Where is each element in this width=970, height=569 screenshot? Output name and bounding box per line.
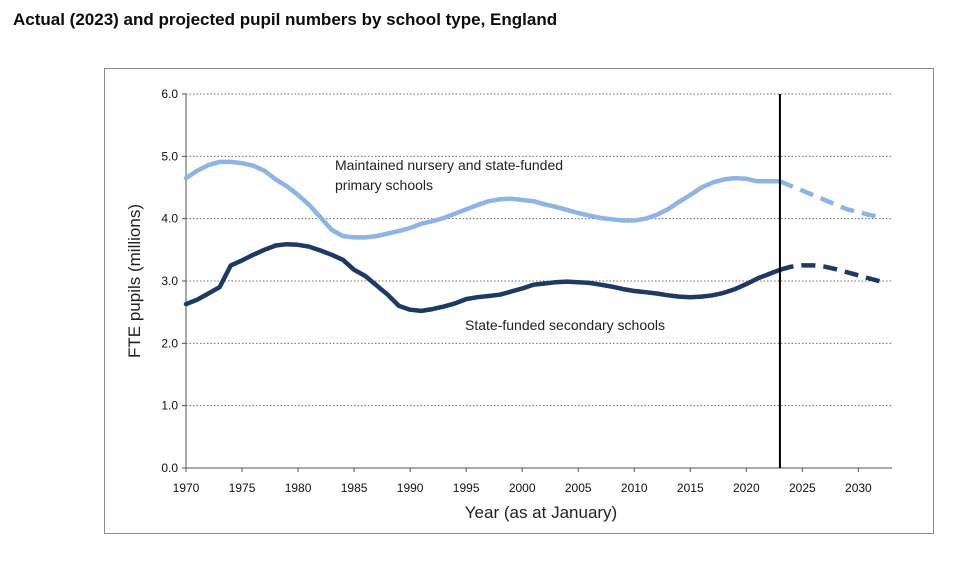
x-axis-label: Year (as at January) <box>465 503 617 522</box>
series-lines <box>183 159 882 314</box>
x-tick-label: 1985 <box>341 481 368 495</box>
y-tick-label: 2.0 <box>161 336 178 350</box>
x-tick-labels: 1970 1975 1980 1985 1990 1995 2000 2005 2010 2015… <box>173 481 872 495</box>
axes <box>182 93 892 472</box>
x-tick-label: 2000 <box>509 481 536 495</box>
series-2-actual-line <box>183 241 783 314</box>
x-tick-label: 2005 <box>565 481 592 495</box>
x-tick-label: 1975 <box>229 481 256 495</box>
x-tick-label: 2025 <box>789 481 816 495</box>
series-labels: Maintained nursery and state-funded prima… <box>335 157 665 333</box>
x-tick-label: 2020 <box>733 481 760 495</box>
x-tick-label: 2010 <box>621 481 648 495</box>
x-tick-label: 1990 <box>397 481 424 495</box>
y-tick-label: 4.0 <box>161 212 178 226</box>
x-tick-label: 1995 <box>453 481 480 495</box>
y-axis-label: FTE pupils (millions) <box>125 204 144 358</box>
series-1-label: primary schools <box>335 177 433 193</box>
chart-frame <box>104 68 934 534</box>
series-2-label: State-funded secondary schools <box>465 317 665 333</box>
y-tick-label: 3.0 <box>161 274 178 288</box>
series-2-projected-line <box>779 263 882 284</box>
page-title: Actual (2023) and projected pupil number… <box>13 10 558 29</box>
y-tick-label: 0.0 <box>161 461 178 475</box>
x-tick-label: 2030 <box>845 481 872 495</box>
y-tick-labels: 0.0 1.0 2.0 3.0 4.0 5.0 6.0 <box>161 87 178 475</box>
x-tick-label: 2015 <box>677 481 704 495</box>
y-tick-label: 1.0 <box>161 399 178 413</box>
y-tick-label: 6.0 <box>161 87 178 101</box>
gridlines <box>186 93 892 407</box>
x-tick-label: 1980 <box>285 481 312 495</box>
x-tick-label: 1970 <box>173 481 200 495</box>
series-1-projected-line <box>779 179 882 220</box>
y-tick-label: 5.0 <box>161 149 178 163</box>
series-1-actual-line <box>183 159 783 240</box>
series-1-label: Maintained nursery and state-funded <box>335 157 563 173</box>
